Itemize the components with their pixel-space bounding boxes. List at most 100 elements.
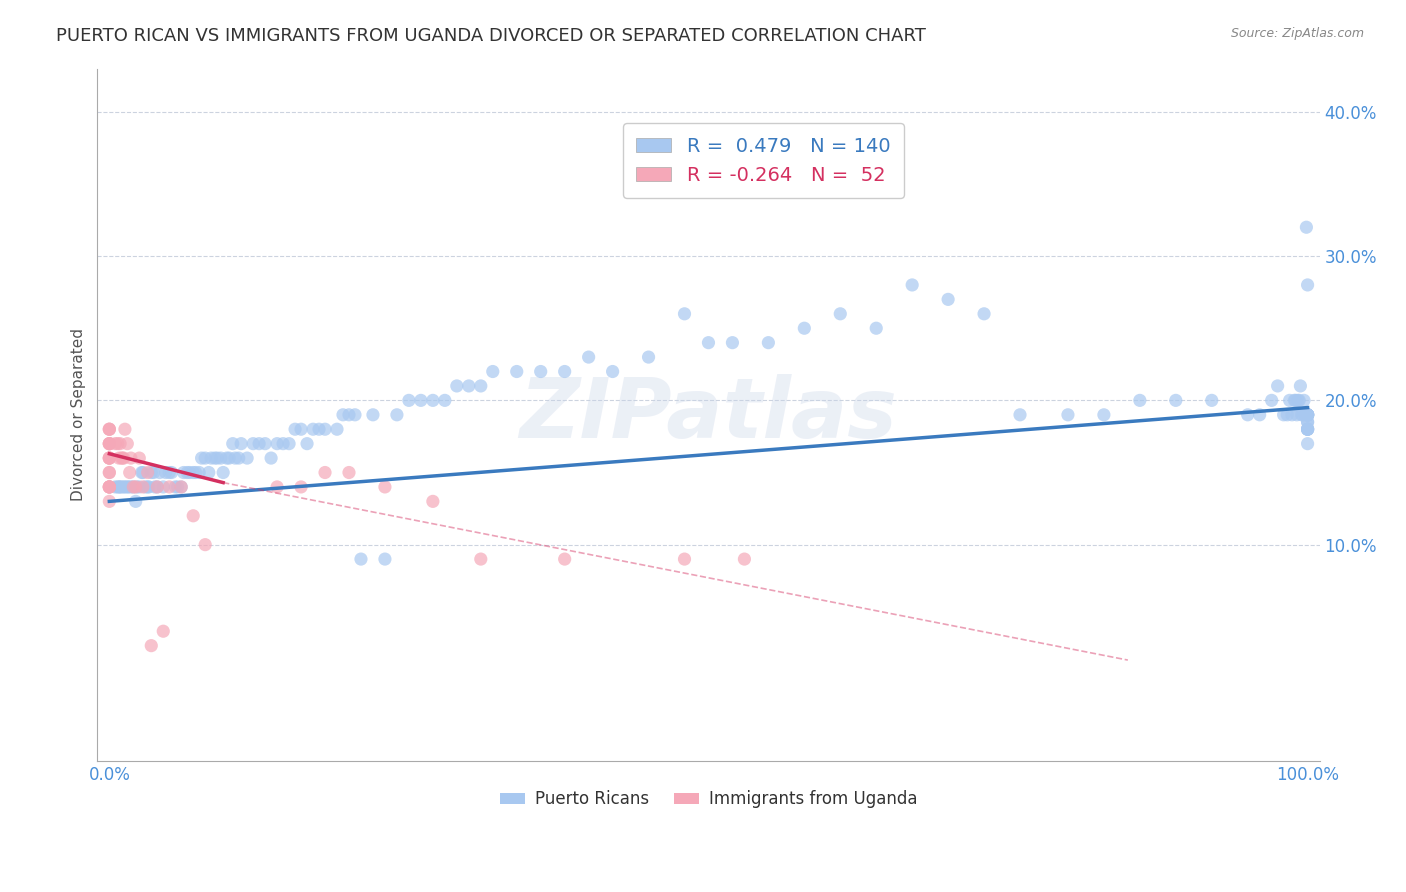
Point	[181, 508, 204, 523]
Point	[194, 538, 217, 552]
Point	[697, 335, 720, 350]
Point	[152, 624, 174, 639]
Point	[1296, 415, 1319, 429]
Point	[973, 307, 995, 321]
Point	[141, 639, 163, 653]
Point	[98, 480, 121, 494]
Point	[242, 436, 264, 450]
Point	[506, 364, 529, 378]
Point	[1296, 408, 1319, 422]
Point	[98, 422, 121, 436]
Point	[165, 480, 187, 494]
Point	[176, 466, 198, 480]
Point	[361, 408, 384, 422]
Point	[120, 480, 142, 494]
Point	[134, 480, 156, 494]
Point	[247, 436, 270, 450]
Point	[128, 451, 150, 466]
Point	[530, 364, 553, 378]
Point	[197, 466, 219, 480]
Point	[1295, 220, 1317, 235]
Point	[170, 480, 193, 494]
Point	[1296, 422, 1319, 436]
Point	[1296, 422, 1319, 436]
Point	[149, 466, 172, 480]
Point	[224, 451, 246, 466]
Point	[107, 436, 129, 450]
Point	[222, 436, 245, 450]
Point	[98, 480, 121, 494]
Point	[179, 466, 201, 480]
Point	[337, 408, 360, 422]
Point	[98, 436, 121, 450]
Point	[374, 480, 396, 494]
Point	[111, 451, 134, 466]
Point	[128, 480, 150, 494]
Point	[104, 436, 127, 450]
Point	[205, 451, 228, 466]
Point	[1289, 379, 1312, 393]
Point	[1296, 422, 1319, 436]
Point	[108, 480, 131, 494]
Point	[108, 451, 131, 466]
Point	[578, 350, 600, 364]
Point	[170, 480, 193, 494]
Point	[166, 480, 188, 494]
Point	[142, 466, 165, 480]
Point	[160, 466, 183, 480]
Point	[901, 277, 924, 292]
Point	[1278, 393, 1301, 408]
Point	[1296, 408, 1319, 422]
Point	[865, 321, 887, 335]
Text: Source: ZipAtlas.com: Source: ZipAtlas.com	[1230, 27, 1364, 40]
Point	[554, 364, 576, 378]
Point	[184, 466, 207, 480]
Point	[114, 480, 136, 494]
Point	[98, 436, 121, 450]
Point	[470, 379, 492, 393]
Point	[337, 466, 360, 480]
Point	[98, 422, 121, 436]
Point	[1249, 408, 1271, 422]
Point	[112, 480, 135, 494]
Point	[1092, 408, 1115, 422]
Point	[433, 393, 456, 408]
Point	[637, 350, 659, 364]
Point	[117, 480, 139, 494]
Point	[1296, 422, 1319, 436]
Point	[118, 466, 141, 480]
Point	[673, 552, 696, 566]
Point	[1296, 408, 1319, 422]
Point	[1281, 408, 1303, 422]
Point	[1296, 408, 1319, 422]
Text: ZIPatlas: ZIPatlas	[520, 375, 897, 455]
Point	[98, 451, 121, 466]
Point	[302, 422, 325, 436]
Point	[98, 436, 121, 450]
Point	[290, 480, 312, 494]
Point	[1296, 408, 1319, 422]
Point	[132, 466, 155, 480]
Point	[733, 552, 755, 566]
Point	[212, 466, 235, 480]
Point	[602, 364, 624, 378]
Point	[114, 422, 136, 436]
Point	[278, 436, 301, 450]
Point	[1296, 408, 1319, 422]
Point	[132, 480, 155, 494]
Point	[136, 466, 159, 480]
Point	[157, 480, 180, 494]
Point	[1296, 436, 1319, 450]
Point	[143, 480, 166, 494]
Point	[125, 480, 148, 494]
Point	[271, 436, 294, 450]
Point	[98, 480, 121, 494]
Point	[1284, 393, 1306, 408]
Point	[385, 408, 408, 422]
Point	[1260, 393, 1282, 408]
Point	[204, 451, 226, 466]
Point	[721, 335, 744, 350]
Point	[457, 379, 479, 393]
Point	[266, 436, 288, 450]
Point	[141, 466, 163, 480]
